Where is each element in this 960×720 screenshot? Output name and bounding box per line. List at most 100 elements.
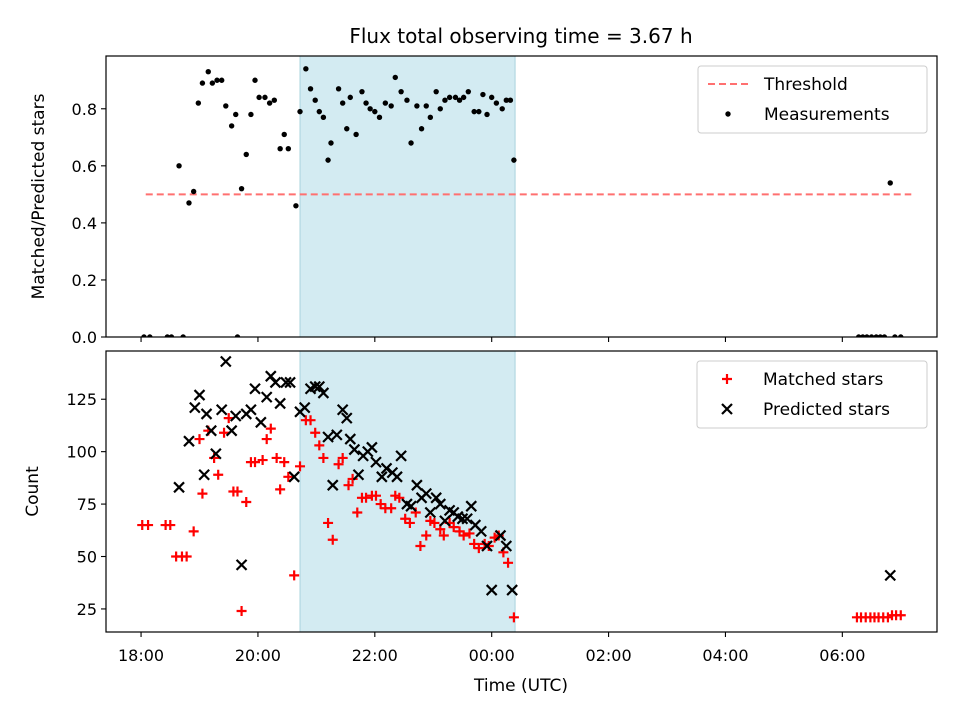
data-point	[262, 94, 268, 101]
data-point	[887, 180, 893, 186]
data-point	[223, 413, 234, 424]
observing-window-shade	[299, 350, 516, 633]
data-point	[283, 471, 294, 482]
x-tick-label: 04:00	[702, 646, 748, 665]
data-point	[335, 86, 342, 92]
data-point	[256, 94, 262, 101]
x-tick-label: 02:00	[586, 646, 632, 665]
data-point	[336, 403, 349, 416]
legend: Matched stars Predicted stars	[696, 360, 928, 429]
data-point	[234, 334, 241, 337]
data-point	[236, 606, 247, 617]
data-point	[480, 91, 486, 98]
bottom-panel: 25 50 75 100 125 18:00 20:00 22:00 00:00 02:00 04:…	[23, 350, 938, 665]
data-point	[892, 334, 898, 337]
data-point	[220, 355, 232, 368]
data-point	[483, 541, 494, 552]
data-point	[421, 530, 432, 541]
data-point	[411, 479, 423, 491]
data-point	[165, 520, 176, 531]
data-point	[314, 440, 325, 451]
data-point	[248, 111, 254, 118]
data-point	[205, 68, 211, 75]
data-point	[363, 100, 369, 106]
data-point	[376, 114, 383, 121]
data-point	[250, 457, 261, 468]
data-point	[280, 376, 292, 389]
data-point	[249, 382, 261, 395]
data-point	[310, 427, 321, 438]
data-point	[305, 415, 316, 426]
data-point	[895, 610, 906, 621]
data-point	[183, 435, 195, 447]
data-point	[382, 100, 389, 106]
data-point	[361, 492, 372, 503]
x-tick-label: 22:00	[352, 646, 398, 665]
data-point	[352, 507, 363, 518]
data-point	[404, 517, 415, 528]
data-point	[168, 334, 175, 337]
data-point	[446, 94, 453, 101]
data-point	[303, 66, 309, 72]
data-point	[395, 450, 407, 462]
data-point	[488, 94, 495, 101]
data-point	[424, 506, 437, 519]
data-point	[257, 455, 268, 466]
data-point	[471, 108, 477, 115]
y-tick-label: 75	[77, 495, 97, 514]
chart-title: Flux total observing time = 3.67 h	[349, 24, 692, 48]
data-point	[429, 517, 440, 528]
axes-frame	[105, 55, 938, 338]
data-point	[473, 543, 484, 554]
data-point	[164, 334, 171, 337]
data-point	[392, 74, 398, 81]
data-point	[298, 401, 311, 414]
data-point	[279, 457, 290, 468]
y-tick-label: 0.0	[72, 328, 97, 347]
data-point	[195, 100, 202, 106]
data-point	[193, 389, 206, 401]
legend-marker	[722, 374, 732, 384]
y-tick-label: 0.8	[72, 100, 97, 119]
data-point	[410, 507, 421, 518]
data-point	[190, 188, 197, 195]
data-point	[210, 447, 222, 460]
data-point	[353, 131, 359, 138]
data-point	[452, 94, 459, 101]
data-point	[507, 97, 514, 103]
y-tick-label: 0.6	[72, 157, 97, 176]
data-point	[233, 111, 239, 118]
data-point	[481, 540, 493, 552]
data-point	[238, 185, 245, 192]
data-point	[503, 557, 514, 568]
data-point	[186, 200, 192, 206]
data-point	[423, 103, 429, 109]
data-point	[331, 429, 343, 441]
legend-label: Predicted stars	[763, 400, 890, 420]
data-point	[322, 431, 334, 443]
data-point	[347, 94, 353, 101]
data-point	[366, 441, 378, 454]
data-point	[873, 334, 879, 337]
data-point	[325, 157, 331, 163]
data-point	[199, 80, 206, 86]
data-point	[493, 100, 500, 106]
data-point	[235, 559, 248, 571]
data-point	[307, 86, 314, 92]
data-point	[289, 570, 300, 581]
y-tick-label: 0.2	[72, 271, 97, 290]
data-point	[265, 370, 277, 382]
data-point	[223, 103, 229, 109]
data-point	[405, 500, 417, 512]
data-point	[485, 584, 498, 596]
data-point	[500, 540, 513, 552]
data-point	[241, 496, 252, 507]
data-point	[864, 334, 870, 337]
data-point	[370, 490, 381, 501]
data-point	[418, 126, 425, 132]
data-point	[344, 126, 350, 132]
data-point	[465, 500, 478, 512]
data-point	[511, 157, 517, 163]
data-point	[147, 334, 153, 337]
